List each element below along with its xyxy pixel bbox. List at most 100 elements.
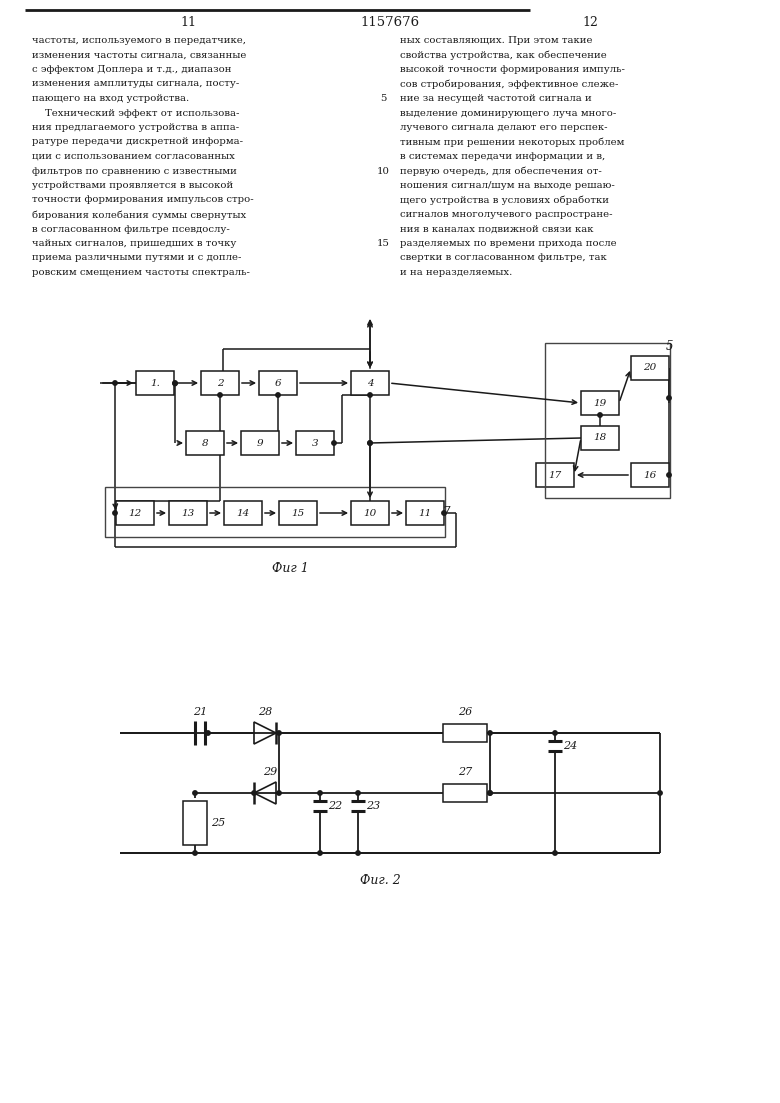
Text: щего устройства в условиях обработки: щего устройства в условиях обработки — [400, 195, 609, 205]
Circle shape — [277, 791, 282, 795]
Text: 28: 28 — [258, 707, 272, 717]
Bar — [296, 431, 334, 456]
Text: 21: 21 — [193, 707, 207, 717]
Text: 5: 5 — [666, 340, 673, 353]
Text: 15: 15 — [292, 508, 305, 517]
Text: ных составляющих. При этом такие: ных составляющих. При этом такие — [400, 36, 593, 45]
Circle shape — [218, 393, 222, 397]
Text: первую очередь, для обеспечения от-: первую очередь, для обеспечения от- — [400, 167, 601, 176]
Text: 20: 20 — [644, 364, 657, 373]
Bar — [241, 431, 279, 456]
Bar — [581, 390, 619, 415]
Text: 15: 15 — [377, 239, 389, 248]
Circle shape — [276, 393, 280, 397]
Circle shape — [332, 441, 336, 446]
Bar — [136, 371, 174, 395]
Circle shape — [356, 791, 360, 795]
Text: 8: 8 — [202, 439, 208, 448]
Circle shape — [368, 393, 372, 397]
Circle shape — [667, 473, 672, 478]
Text: приема различными путями и с допле-: приема различными путями и с допле- — [32, 254, 241, 263]
Circle shape — [553, 850, 557, 855]
Circle shape — [368, 441, 372, 446]
Bar — [581, 426, 619, 450]
Text: 23: 23 — [366, 801, 381, 811]
Circle shape — [173, 382, 177, 386]
Circle shape — [277, 731, 282, 736]
Bar — [183, 801, 207, 845]
Bar — [406, 501, 444, 525]
Text: ратуре передачи дискретной информа-: ратуре передачи дискретной информа- — [32, 138, 243, 147]
Text: 7: 7 — [443, 505, 451, 518]
Bar — [186, 431, 224, 456]
Text: в системах передачи информации и в,: в системах передачи информации и в, — [400, 152, 605, 161]
Circle shape — [488, 791, 492, 795]
Text: 26: 26 — [458, 707, 472, 717]
Circle shape — [317, 791, 322, 795]
Text: ния в каналах подвижной связи как: ния в каналах подвижной связи как — [400, 225, 594, 234]
Text: 10: 10 — [377, 167, 389, 175]
Circle shape — [193, 850, 197, 855]
Text: Технический эффект от использова-: Технический эффект от использова- — [32, 108, 239, 118]
Bar — [169, 501, 207, 525]
Text: Фиг 1: Фиг 1 — [271, 561, 308, 575]
Text: 13: 13 — [182, 508, 195, 517]
Circle shape — [252, 791, 256, 795]
Circle shape — [368, 441, 372, 446]
Text: устройствами проявляется в высокой: устройствами проявляется в высокой — [32, 181, 233, 190]
Text: ношения сигнал/шум на выходе решаю-: ношения сигнал/шум на выходе решаю- — [400, 181, 615, 190]
Bar — [536, 463, 574, 488]
Circle shape — [597, 413, 602, 417]
Text: разделяемых по времени прихода после: разделяемых по времени прихода после — [400, 239, 617, 248]
Text: в согласованном фильтре псевдослу-: в согласованном фильтре псевдослу- — [32, 225, 230, 234]
Text: Фиг. 2: Фиг. 2 — [360, 875, 400, 888]
Bar — [259, 371, 297, 395]
Circle shape — [206, 731, 210, 736]
Text: 12: 12 — [129, 508, 142, 517]
Circle shape — [113, 381, 117, 385]
Text: высокой точности формирования импуль-: высокой точности формирования импуль- — [400, 65, 625, 74]
Text: частоты, используемого в передатчике,: частоты, используемого в передатчике, — [32, 36, 246, 45]
Text: 24: 24 — [563, 741, 577, 751]
Text: ние за несущей частотой сигнала и: ние за несущей частотой сигнала и — [400, 94, 592, 103]
Text: сигналов многолучевого распростране-: сигналов многолучевого распростране- — [400, 210, 612, 219]
Text: и на неразделяемых.: и на неразделяемых. — [400, 268, 512, 277]
Bar — [545, 343, 670, 497]
Text: 11: 11 — [180, 17, 196, 30]
Text: 4: 4 — [367, 378, 374, 387]
Bar — [631, 356, 669, 381]
Text: ции с использованием согласованных: ции с использованием согласованных — [32, 152, 235, 161]
Bar — [443, 724, 487, 742]
Text: 3: 3 — [312, 439, 318, 448]
Text: бирования колебания суммы свернутых: бирования колебания суммы свернутых — [32, 210, 246, 219]
Circle shape — [317, 850, 322, 855]
Text: 14: 14 — [236, 508, 250, 517]
Text: 22: 22 — [328, 801, 342, 811]
Bar — [443, 784, 487, 802]
Text: с эффектом Доплера и т.д., диапазон: с эффектом Доплера и т.д., диапазон — [32, 65, 232, 74]
Bar — [105, 488, 445, 537]
Text: изменения амплитуды сигнала, посту-: изменения амплитуды сигнала, посту- — [32, 79, 239, 88]
Bar — [631, 463, 669, 488]
Text: 9: 9 — [257, 439, 264, 448]
Circle shape — [667, 396, 672, 400]
Bar — [116, 501, 154, 525]
Bar — [351, 501, 389, 525]
Text: ровским смещением частоты спектраль-: ровским смещением частоты спектраль- — [32, 268, 250, 277]
Text: 1157676: 1157676 — [360, 17, 420, 30]
Bar — [279, 501, 317, 525]
Text: 6: 6 — [275, 378, 282, 387]
Text: фильтров по сравнению с известными: фильтров по сравнению с известными — [32, 167, 237, 175]
Text: выделение доминирующего луча много-: выделение доминирующего луча много- — [400, 108, 616, 118]
Circle shape — [488, 731, 492, 736]
Text: 17: 17 — [548, 471, 562, 480]
Text: изменения частоты сигнала, связанные: изменения частоты сигнала, связанные — [32, 51, 246, 60]
Text: тивным при решении некоторых проблем: тивным при решении некоторых проблем — [400, 138, 624, 147]
Bar — [351, 371, 389, 395]
Circle shape — [441, 511, 446, 515]
Text: 12: 12 — [582, 17, 598, 30]
Circle shape — [173, 381, 177, 385]
Text: 1.: 1. — [150, 378, 160, 387]
Text: ния предлагаемого устройства в аппа-: ния предлагаемого устройства в аппа- — [32, 124, 239, 132]
Bar — [201, 371, 239, 395]
